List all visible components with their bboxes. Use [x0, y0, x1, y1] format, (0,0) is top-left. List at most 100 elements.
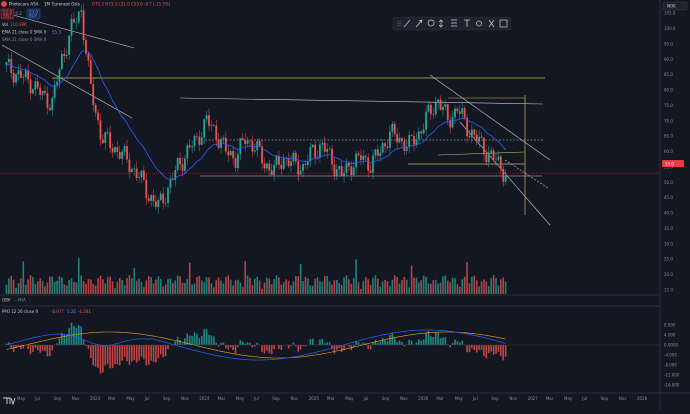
candle-body	[78, 12, 80, 22]
ppo-histogram-bar	[423, 340, 425, 345]
ppo-histogram-bar	[90, 345, 92, 358]
ema-label[interactable]: EMA 21 close 0 SMA 9	[2, 30, 47, 35]
volume-bar	[268, 279, 270, 294]
volume-bar	[109, 276, 111, 294]
volume-bar	[78, 258, 80, 294]
volume-bar	[295, 276, 297, 294]
candle-body	[498, 157, 500, 160]
ppo-histogram-bar	[196, 334, 198, 345]
time-tick-label: Nov	[619, 396, 627, 401]
ppo-histogram-bar	[387, 341, 389, 345]
volume-bar	[92, 284, 94, 294]
ppo-histogram-bar	[211, 335, 213, 345]
ppo-histogram-bar	[232, 345, 234, 350]
ppo-histogram-bar	[502, 345, 504, 360]
ppo-value-3: -6.281	[78, 309, 91, 314]
ppo-histogram-bar	[76, 328, 78, 345]
volume-bar	[500, 279, 502, 294]
ppo-histogram-bar	[379, 342, 381, 345]
ohlc-values: O72.2 H73.5 L51.0 C53.0 -9.7 (-15.5%)	[92, 2, 171, 7]
ppo-histogram-bar	[104, 345, 106, 366]
volume-bar	[469, 283, 471, 294]
spread-value: 0.2	[16, 11, 23, 16]
candle-body	[179, 158, 181, 164]
volume-bar	[481, 281, 483, 294]
volume-bar	[90, 280, 92, 294]
ppo-histogram-bar	[401, 342, 403, 345]
volume-bar	[114, 288, 116, 294]
candle-body	[30, 79, 32, 93]
time-tick-label: Mar	[327, 396, 335, 401]
volume-bar	[452, 278, 454, 294]
ppo-histogram-bar	[66, 335, 68, 345]
volume-bar	[435, 280, 437, 294]
candle-body	[230, 151, 232, 155]
volume-bar	[343, 277, 345, 294]
candle-body	[97, 113, 99, 121]
volume-bar	[76, 282, 78, 294]
volume-bar	[293, 282, 295, 294]
candle-body	[297, 161, 299, 174]
candle-body	[162, 194, 164, 203]
vol-label[interactable]: Vol	[2, 22, 8, 27]
candle-body	[213, 125, 215, 126]
vol-value: 110.38K	[10, 22, 27, 27]
ppo-histogram-bar	[27, 345, 29, 349]
volume-bar	[213, 287, 215, 294]
volume-bar	[285, 279, 287, 294]
candle-body	[182, 164, 184, 171]
ppo-histogram-bar	[425, 333, 427, 345]
candle-body	[375, 149, 377, 155]
sma-label[interactable]: SMA 21 close 0 SMA 9	[2, 37, 47, 42]
candle-body	[481, 137, 483, 138]
currency-label: NOK	[667, 3, 676, 8]
volume-bar	[312, 286, 314, 294]
volume-bar	[201, 281, 203, 294]
candle-body	[133, 168, 135, 169]
ppo-histogram-bar	[389, 335, 391, 345]
volume-bar	[143, 287, 145, 294]
volume-bar	[442, 276, 444, 294]
volume-bar	[225, 277, 227, 294]
symbol-name[interactable]: Photocare ASA	[9, 2, 39, 7]
drawing-toolbar[interactable]	[393, 17, 511, 30]
volume-bar	[387, 281, 389, 294]
interval-label[interactable]: 1M	[44, 2, 51, 7]
volume-bar	[389, 286, 391, 294]
candle-body	[167, 188, 169, 203]
ppo-histogram-bar	[505, 345, 507, 357]
time-tick-label: Sep	[491, 396, 499, 401]
ppo-histogram-bar	[300, 345, 302, 349]
obv-label[interactable]: OBV	[2, 298, 11, 303]
ppo-label[interactable]: PPO 12 26 close 9	[2, 309, 39, 314]
volume-bar	[10, 276, 12, 294]
candle-body	[13, 73, 15, 82]
last-price-label: 53.0	[665, 161, 674, 166]
ppo-histogram-bar	[445, 337, 447, 345]
ppo-histogram-bar	[179, 340, 181, 345]
volume-bar	[394, 275, 396, 294]
time-tick-label: May	[236, 396, 245, 401]
candle-body	[408, 135, 410, 147]
time-tick-label: 2025	[309, 396, 320, 401]
candle-body	[440, 100, 442, 111]
ppo-histogram-bar	[293, 343, 295, 345]
ppo-tick-label: -4.000	[664, 353, 677, 358]
candle-body	[473, 130, 475, 135]
ema-value: 55.3	[52, 30, 61, 35]
ppo-histogram-bar	[37, 345, 39, 350]
candle-body	[126, 146, 128, 159]
volume-bar	[131, 278, 133, 294]
volume-bar	[165, 285, 167, 294]
candle-body	[399, 138, 401, 142]
candle-body	[218, 140, 220, 148]
volume-bar	[278, 277, 280, 294]
volume-bar	[191, 285, 193, 294]
price-tick-label: 35.0	[664, 226, 673, 231]
ppo-histogram-bar	[252, 345, 254, 347]
ppo-tick-label: 0.0000	[664, 343, 678, 348]
ppo-histogram-bar	[119, 345, 121, 365]
candle-body	[321, 143, 323, 145]
